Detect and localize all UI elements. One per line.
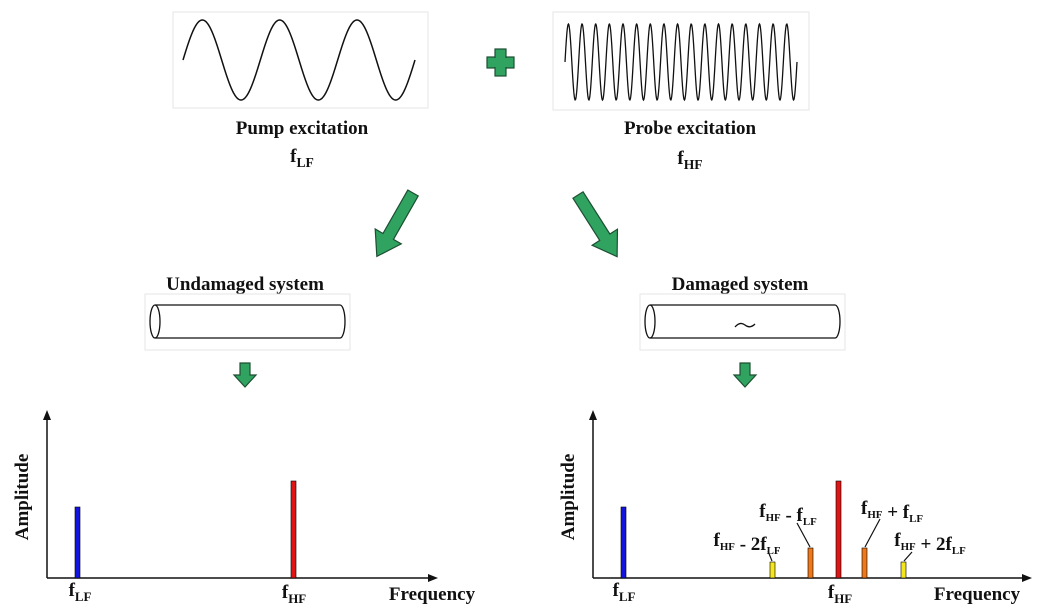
frequency-label: fHF [282, 582, 306, 605]
frequency-label: fHF + 2fLF [894, 530, 966, 557]
frequency-label: fHF + fLF [861, 498, 923, 525]
y-axis-label: Amplitude [558, 454, 579, 541]
left-spectrum: Amplitude Frequency [12, 410, 476, 605]
undamaged-title: Undamaged system [166, 274, 324, 295]
peak-bar [290, 480, 297, 579]
x-axis-label: Frequency [934, 584, 1021, 605]
peak-bar [620, 506, 627, 579]
pump-wave [182, 19, 416, 101]
subscript: LF [952, 545, 966, 557]
x-axis-label: Frequency [389, 584, 476, 605]
plus-sign [486, 48, 515, 77]
sideband-bar [861, 547, 868, 579]
symbol: + 2f [916, 534, 953, 555]
crack [734, 322, 756, 328]
subscript: LF [767, 545, 781, 557]
frequency-label: fLF [69, 580, 92, 604]
symbol: f [828, 582, 835, 603]
right-spectrum: Amplitude Frequency [558, 410, 1032, 605]
peak-bar [835, 480, 842, 579]
pump-wave-box [172, 11, 429, 109]
frequency-label: fHF [828, 582, 852, 605]
symbol: - f [781, 505, 804, 526]
subscript: HF [720, 541, 735, 553]
damaged-tube [639, 293, 846, 351]
symbol: - 2f [735, 534, 767, 555]
symbol: f [282, 582, 289, 603]
sideband-bar [769, 561, 776, 579]
peak-bar [74, 506, 81, 579]
subscript: HF [766, 512, 781, 524]
frequency-label: fHF - fLF [759, 501, 817, 528]
symbol: f [677, 148, 684, 169]
damaged-title: Damaged system [672, 274, 809, 295]
frequency-label: fHF [677, 148, 702, 172]
flow-arrow [232, 362, 258, 388]
subscript: LF [296, 155, 313, 170]
symbol: + f [882, 502, 909, 523]
symbol: f [894, 530, 901, 551]
probe-title: Probe excitation [624, 118, 757, 139]
subscript: HF [684, 157, 703, 172]
subscript: LF [803, 516, 817, 528]
undamaged-tube [144, 293, 351, 351]
frequency-label: fHF - 2fLF [714, 530, 781, 557]
flow-arrow [732, 362, 758, 388]
symbol: f [759, 501, 766, 522]
flow-arrow [572, 190, 619, 258]
symbol: f [861, 498, 868, 519]
symbol: f [613, 580, 620, 601]
sideband-bar [900, 561, 907, 579]
frequency-label: fLF [290, 146, 314, 170]
subscript: HF [867, 509, 882, 521]
pump-title: Pump excitation [236, 118, 369, 139]
subscript: HF [288, 591, 306, 605]
subscript: LF [619, 589, 636, 604]
subscript: LF [75, 589, 92, 604]
symbol: f [69, 580, 76, 601]
frequency-label: fLF [613, 580, 636, 604]
sideband-bar [807, 547, 814, 579]
symbol: f [714, 530, 721, 551]
probe-wave [564, 22, 798, 102]
subscript: HF [901, 541, 916, 553]
leader-lines [767, 518, 913, 562]
subscript: HF [834, 591, 852, 605]
flow-arrow [374, 189, 420, 258]
subscript: LF [909, 513, 923, 525]
y-axis-label: Amplitude [12, 454, 33, 541]
symbol: f [290, 146, 297, 167]
